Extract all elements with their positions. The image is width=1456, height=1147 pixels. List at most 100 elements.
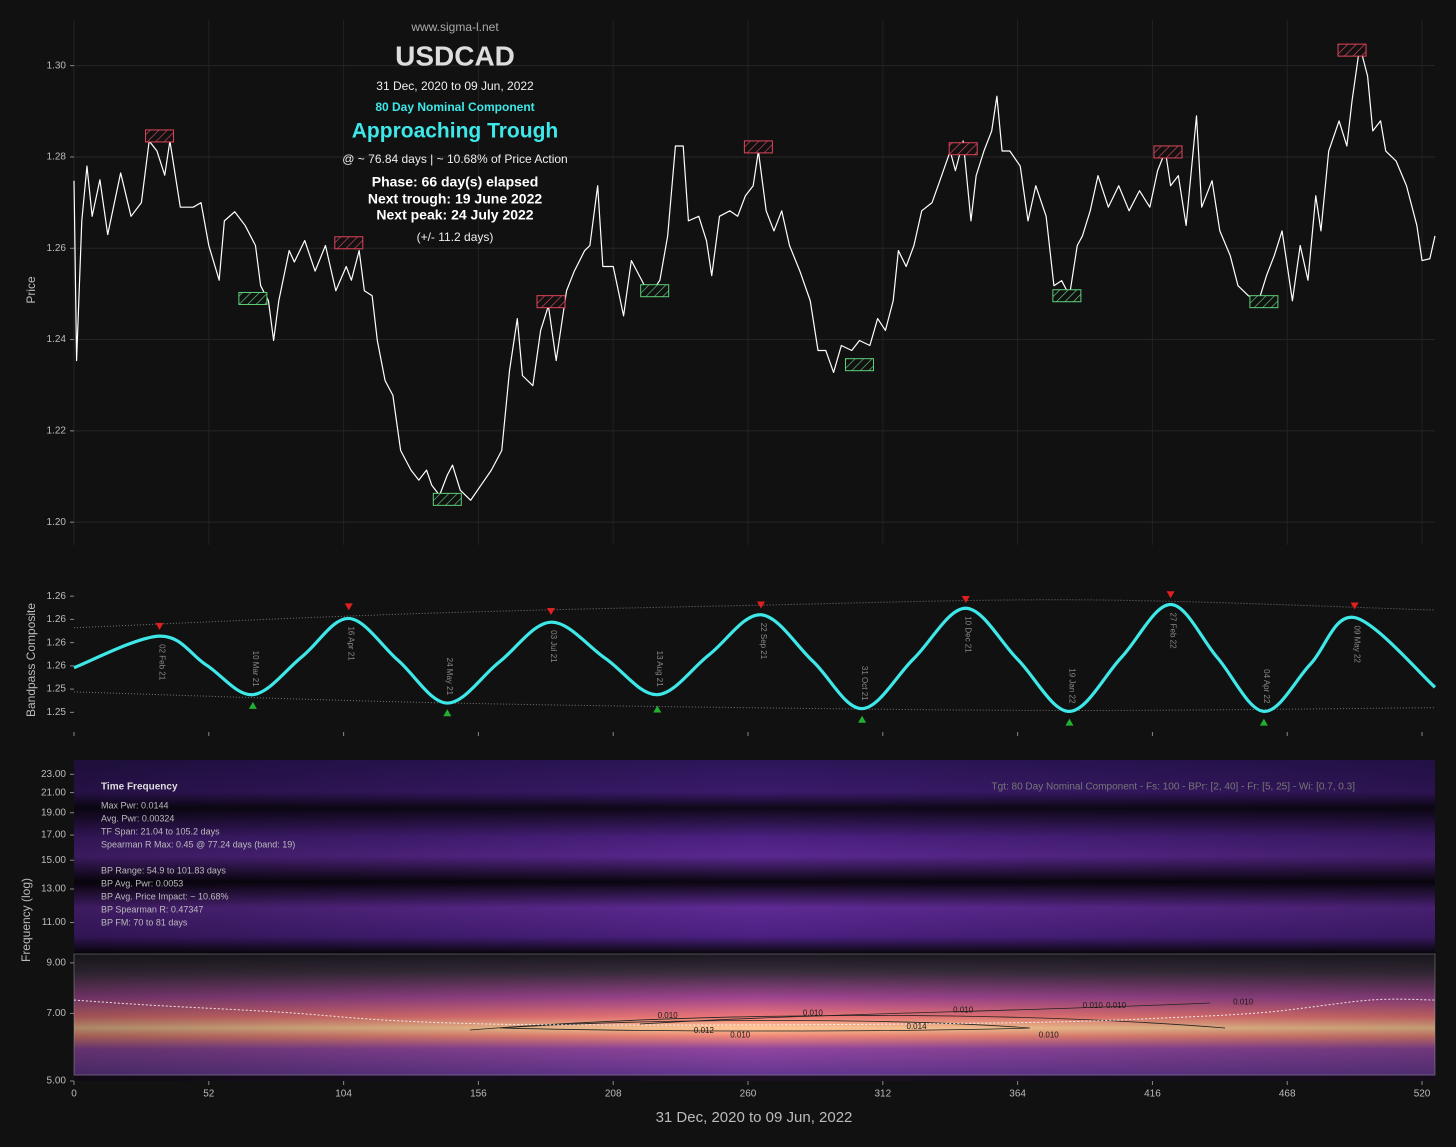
y-tick-label: 7.00	[47, 1008, 67, 1019]
trough-box	[640, 284, 670, 298]
y-tick-label: 1.26	[47, 637, 67, 648]
y-tick-label: 1.24	[47, 334, 67, 345]
y-tick-label: 1.25	[47, 707, 67, 718]
peak-marker	[756, 601, 765, 609]
status: Approaching Trough	[352, 120, 558, 143]
cycle-date-label: 09 May 22	[1353, 626, 1362, 664]
time-frequency-panel	[73, 760, 1436, 1081]
cycle-date-label: 03 Jul 21	[549, 630, 558, 663]
contour-label: 0.010	[1233, 997, 1254, 1006]
trough-box	[1249, 295, 1279, 309]
y-tick-label: 1.22	[47, 426, 67, 437]
peak-box	[145, 129, 175, 143]
title: USDCAD	[395, 40, 515, 71]
cycle-date-label: 10 Dec 21	[964, 616, 973, 653]
peak-marker	[155, 622, 164, 630]
cycle-info: @ ~ 76.84 days | ~ 10.68% of Price Actio…	[342, 152, 567, 166]
peak-marker	[546, 608, 555, 616]
stats-line: Spearman R Max: 0.45 @ 77.24 days (band:…	[101, 839, 295, 849]
peak-box	[1337, 43, 1367, 57]
cycle-date-label: 27 Feb 22	[1168, 613, 1177, 650]
subtitle: 31 Dec, 2020 to 09 Jun, 2022	[376, 79, 534, 93]
stats-line: Max Pwr: 0.0144	[101, 800, 169, 810]
y-tick-label: 19.00	[41, 807, 66, 818]
y-tick-label: 1.30	[47, 60, 67, 71]
y-axis-label: Bandpass Composite	[24, 603, 38, 717]
cycle-date-label: 13 Aug 21	[655, 651, 664, 688]
trough-marker	[1259, 718, 1268, 726]
bp-stats-line: BP Avg. Pwr: 0.0053	[101, 878, 183, 888]
y-tick-label: 21.00	[41, 787, 66, 798]
peak-marker	[961, 595, 970, 603]
y-tick-label: 1.26	[47, 243, 67, 254]
contour-label: 0.010	[658, 1011, 679, 1020]
contour-label: 0.010	[953, 1005, 974, 1014]
y-tick-label: 1.28	[47, 152, 67, 163]
cycle-date-label: 10 Mar 21	[251, 651, 260, 688]
target-note: Tgt: 80 Day Nominal Component - Fs: 100 …	[992, 782, 1356, 793]
site: www.sigma-l.net	[410, 20, 499, 34]
x-tick-label: 156	[470, 1089, 487, 1100]
x-tick-label: 208	[605, 1089, 622, 1100]
envelope	[73, 599, 1436, 629]
x-tick-label: 520	[1414, 1089, 1431, 1100]
y-axis-label: Frequency (log)	[19, 878, 33, 962]
contour	[499, 1020, 1031, 1032]
x-tick-label: 364	[1009, 1089, 1026, 1100]
cycle-date-label: 31 Oct 21	[860, 666, 869, 701]
x-tick-label: 416	[1144, 1089, 1161, 1100]
trough-box	[1052, 289, 1082, 303]
peak-box	[743, 140, 773, 154]
phase: Phase: 66 day(s) elapsed	[372, 174, 539, 190]
bp-stats-line: BP Range: 54.9 to 101.83 days	[101, 865, 226, 875]
contour-label: 0.014	[907, 1022, 928, 1031]
trough-marker	[858, 715, 867, 723]
tolerance: (+/- 11.2 days)	[417, 230, 494, 244]
contour-label: 0.010	[1083, 1001, 1104, 1010]
trough-box	[238, 291, 268, 305]
band-highlight	[73, 953, 1436, 1076]
y-tick-label: 1.26	[47, 614, 67, 625]
heatmap-shade	[74, 760, 1435, 1081]
trough-marker	[653, 705, 662, 713]
contour-label: 0.010	[803, 1008, 824, 1017]
y-tick-label: 11.00	[42, 917, 67, 928]
dominant-frequency	[73, 998, 1436, 1026]
trough-marker	[1065, 718, 1074, 726]
component: 80 Day Nominal Component	[375, 100, 534, 114]
y-tick-label: 1.20	[47, 517, 67, 528]
trough-box	[844, 358, 874, 372]
stats-line: TF Span: 21.04 to 105.2 days	[101, 826, 220, 836]
next-trough: Next trough: 19 June 2022	[368, 191, 542, 207]
y-tick-label: 9.00	[47, 958, 67, 969]
y-tick-label: 1.25	[47, 684, 67, 695]
contour-label: 0.010	[730, 1030, 751, 1039]
peak-box	[948, 142, 978, 156]
next-peak: Next peak: 24 July 2022	[376, 207, 533, 223]
y-tick-label: 1.26	[47, 591, 67, 602]
bp-stats-line: BP Avg. Price Impact: ~ 10.68%	[101, 891, 229, 901]
x-tick-label: 52	[203, 1089, 215, 1100]
x-axis-label: 31 Dec, 2020 to 09 Jun, 2022	[656, 1109, 853, 1126]
contour	[639, 1002, 1211, 1025]
x-tick-label: 312	[874, 1089, 891, 1100]
y-axis-label: Price	[24, 276, 38, 304]
y-tick-label: 17.00	[41, 830, 66, 841]
y-tick-label: 13.00	[41, 884, 66, 895]
contour-label: 0.010	[1039, 1030, 1060, 1039]
cycle-date-label: 22 Sep 21	[759, 623, 768, 660]
x-tick-label: 0	[71, 1089, 77, 1100]
peak-box	[1153, 145, 1183, 159]
x-tick-label: 468	[1279, 1089, 1296, 1100]
y-tick-label: 5.00	[47, 1076, 67, 1087]
cycle-date-label: 02 Feb 21	[157, 644, 166, 681]
y-tick-label: 15.00	[41, 855, 66, 866]
x-tick-label: 104	[335, 1089, 352, 1100]
cycle-date-label: 24 May 21	[445, 658, 454, 696]
y-tick-label: 1.26	[47, 661, 67, 672]
trough-box	[432, 492, 462, 506]
price-line	[73, 45, 1436, 501]
peak-marker	[344, 603, 353, 611]
